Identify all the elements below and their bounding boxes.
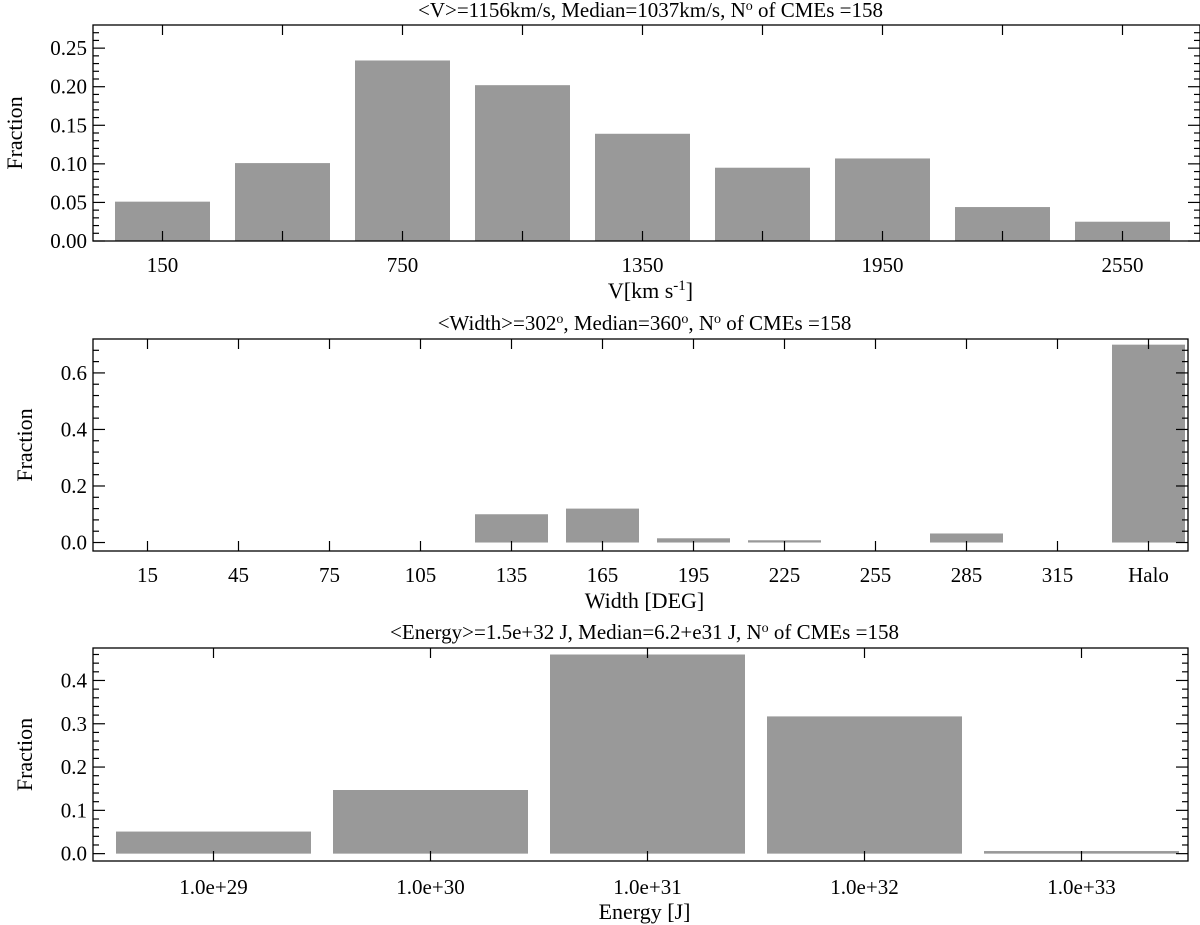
xtick-label-3-3: 1.0e+31: [613, 875, 681, 899]
ytick-label-3-3: 0.2: [61, 755, 87, 779]
plot-frame-2: [92, 338, 1189, 552]
bar-3-2: [333, 790, 528, 854]
bar-1-6: [715, 167, 810, 241]
xtick-label-2-11: 315: [1042, 563, 1074, 587]
ytick-label-2-2: 0.2: [61, 474, 87, 498]
xtick-label-2-4: 105: [405, 563, 437, 587]
xtick-label-2-6: 165: [587, 563, 619, 587]
ytick-label-2-4: 0.6: [61, 361, 87, 385]
xtick-label-3-4: 1.0e+32: [830, 875, 898, 899]
xtick-label-2-3: 75: [319, 563, 340, 587]
plot-frame-3: [92, 647, 1189, 862]
xtick-label-1-1: 150: [147, 253, 179, 277]
ytick-label-1-5: 0.20: [50, 75, 87, 99]
ytick-label-1-4: 0.15: [50, 113, 87, 137]
xtick-label-1-4: 1950: [862, 253, 904, 277]
xtick-label-2-9: 255: [860, 563, 892, 587]
ytick-label-1-1: 0.00: [50, 229, 87, 253]
x-axis-label-1: V[km s-1]: [608, 278, 693, 303]
ytick-label-3-5: 0.4: [61, 668, 88, 692]
ytick-label-3-1: 0.0: [61, 842, 87, 866]
xtick-label-3-1: 1.0e+29: [179, 875, 247, 899]
bar-1-3: [355, 60, 450, 241]
bar-2-7: [657, 538, 730, 543]
xtick-label-2-1: 15: [137, 563, 158, 587]
ytick-label-3-2: 0.1: [61, 798, 87, 822]
y-axis-label-1: Fraction: [2, 96, 27, 169]
bar-1-4: [475, 85, 570, 242]
bar-2-5: [475, 514, 548, 543]
bar-3-3: [550, 654, 745, 854]
xtick-label-2-7: 195: [678, 563, 710, 587]
bar-1-2: [235, 163, 330, 241]
y-axis-label-2: Fraction: [12, 408, 37, 481]
xtick-label-1-3: 1350: [622, 253, 664, 277]
bar-1-5: [595, 133, 690, 241]
xtick-label-1-5: 2550: [1102, 253, 1144, 277]
bar-3-1: [116, 831, 311, 854]
bar-1-7: [835, 158, 930, 241]
y-axis-label-3: Fraction: [12, 718, 37, 791]
xtick-label-2-5: 135: [496, 563, 528, 587]
chart-title-1: <V>=1156km/s, Median=1037km/s, No of CME…: [418, 0, 883, 22]
bar-2-10: [930, 533, 1003, 543]
xtick-label-1-2: 750: [387, 253, 419, 277]
chart-title-3: <Energy>=1.5e+32 J, Median=6.2+e31 J, No…: [390, 620, 899, 644]
x-axis-label-3: Energy [J]: [599, 899, 691, 924]
xtick-label-2-8: 225: [769, 563, 801, 587]
xtick-label-2-12: Halo: [1128, 563, 1169, 587]
xtick-label-3-2: 1.0e+30: [396, 875, 464, 899]
xtick-label-3-5: 1.0e+33: [1047, 875, 1115, 899]
xtick-label-2-2: 45: [228, 563, 249, 587]
ytick-label-1-6: 0.25: [50, 36, 87, 60]
ytick-label-1-2: 0.05: [50, 190, 87, 214]
bar-2-6: [566, 508, 639, 543]
ytick-label-3-4: 0.3: [61, 712, 87, 736]
bar-2-12: [1112, 344, 1185, 543]
chart-title-2: <Width>=302o, Median=360o, No of CMEs =1…: [438, 311, 852, 335]
ytick-label-2-3: 0.4: [61, 417, 88, 441]
ytick-label-1-3: 0.10: [50, 152, 87, 176]
bar-3-4: [767, 716, 962, 854]
xtick-label-2-10: 285: [951, 563, 983, 587]
ytick-label-2-1: 0.0: [61, 531, 87, 555]
x-axis-label-2: Width [DEG]: [585, 588, 704, 613]
